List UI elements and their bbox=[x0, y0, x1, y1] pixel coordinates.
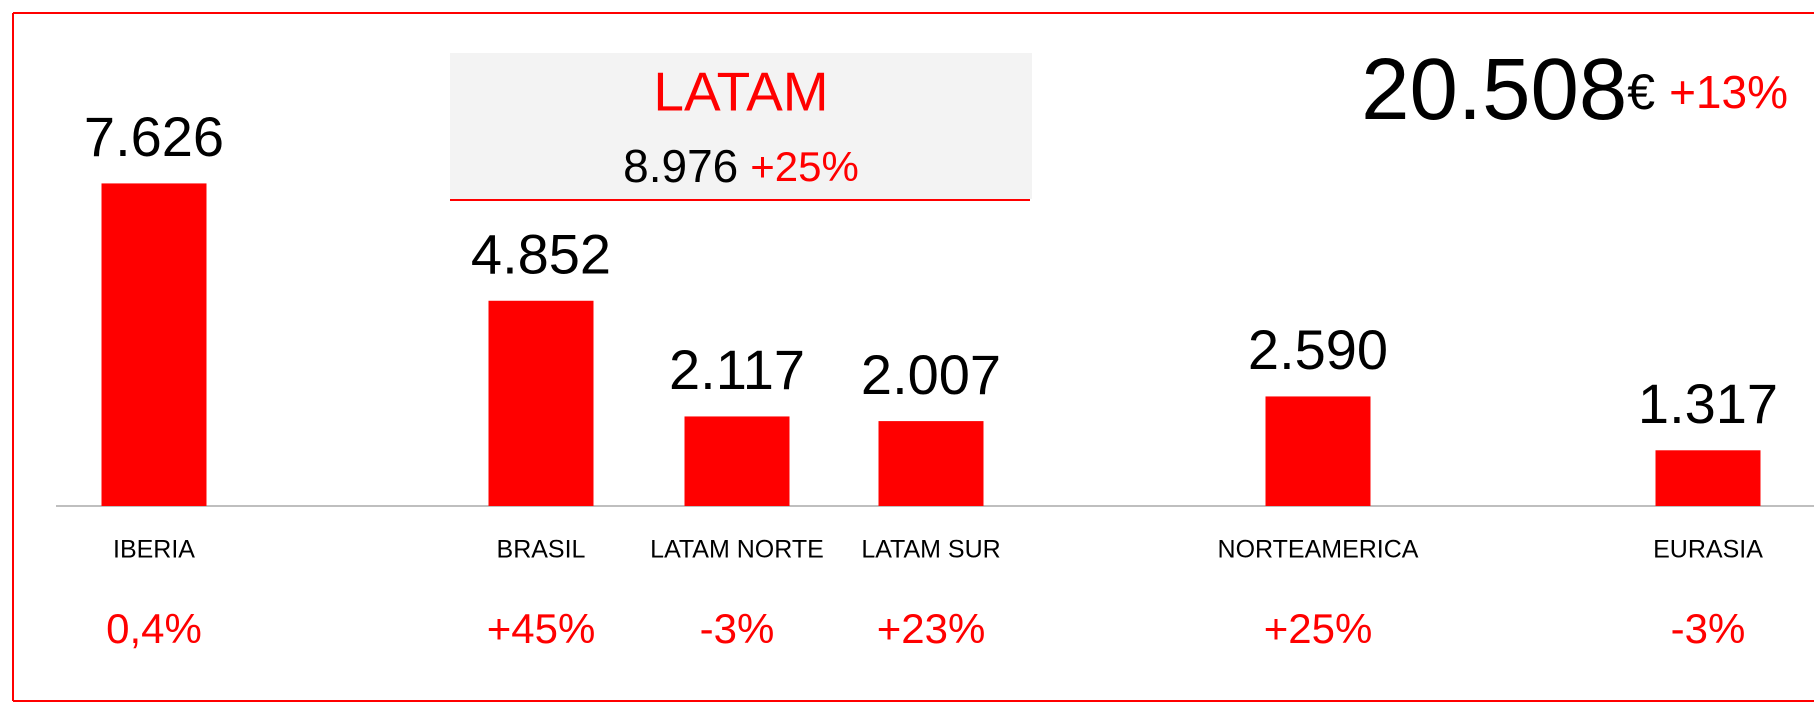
value-label: 1.317 bbox=[1638, 372, 1778, 435]
change-label: +23% bbox=[877, 605, 986, 652]
bar bbox=[1655, 450, 1761, 506]
group-label: LATAM bbox=[653, 61, 828, 123]
change-label: 0,4% bbox=[106, 605, 202, 652]
bar bbox=[1265, 396, 1371, 506]
total-unit: € bbox=[1627, 64, 1655, 120]
value-label: 7.626 bbox=[84, 105, 224, 168]
category-label: LATAM NORTE bbox=[650, 536, 824, 564]
bar bbox=[101, 183, 207, 506]
bar bbox=[878, 421, 984, 506]
total-change: +13% bbox=[1669, 66, 1788, 118]
category-label: NORTEAMERICA bbox=[1218, 536, 1419, 564]
value-label: 4.852 bbox=[471, 223, 611, 286]
change-label: +45% bbox=[487, 605, 596, 652]
bar bbox=[684, 416, 790, 506]
bar bbox=[488, 300, 594, 506]
category-label: EURASIA bbox=[1653, 536, 1763, 564]
value-label: 2.117 bbox=[669, 338, 805, 401]
value-label: 2.590 bbox=[1248, 318, 1388, 381]
total-value: 20.508 bbox=[1361, 41, 1627, 138]
category-label: LATAM SUR bbox=[861, 536, 1000, 564]
group-change: +25% bbox=[750, 143, 859, 190]
change-label: -3% bbox=[700, 605, 775, 652]
change-label: +25% bbox=[1264, 605, 1373, 652]
value-label: 2.007 bbox=[861, 343, 1001, 406]
category-label: IBERIA bbox=[113, 536, 195, 564]
group-value: 8.976 bbox=[623, 140, 738, 192]
category-label: BRASIL bbox=[497, 536, 586, 564]
total: 20.508€ +13% bbox=[1361, 41, 1788, 138]
group-box bbox=[450, 53, 1032, 199]
group-summary: 8.976 +25% bbox=[623, 140, 859, 192]
change-label: -3% bbox=[1671, 605, 1746, 652]
